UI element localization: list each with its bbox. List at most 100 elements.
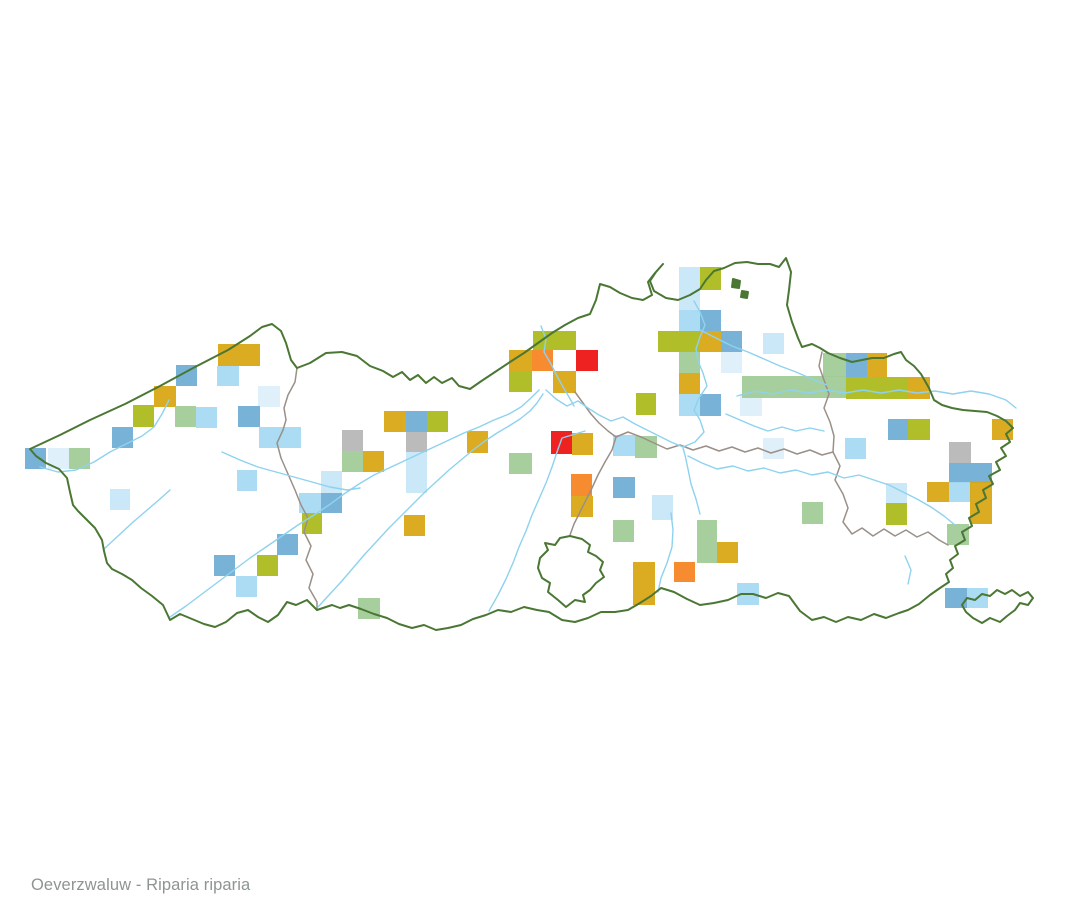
grid-square [196, 407, 217, 428]
grid-square [674, 562, 695, 582]
grid-square [237, 470, 257, 491]
grid-square [633, 562, 655, 583]
canal-bruges-ghent [221, 451, 361, 491]
grid-square [553, 331, 576, 350]
grid-square [740, 394, 762, 416]
grid-square [532, 350, 553, 371]
grid-square [802, 502, 823, 524]
grid-square [742, 376, 763, 398]
brussels-enclave-outline [537, 535, 605, 608]
grid-square [321, 471, 342, 493]
province-border-antwerp-limburg [818, 351, 949, 546]
grid-square [406, 411, 427, 432]
grid-square [652, 495, 673, 520]
grid-square [509, 371, 532, 392]
grid-square [613, 435, 635, 456]
grid-square [176, 365, 197, 386]
grid-square [949, 482, 971, 502]
river-jeker [904, 555, 912, 585]
grid-square [886, 503, 907, 525]
grid-square [110, 489, 130, 510]
grid-square [763, 376, 784, 398]
grid-square [868, 377, 888, 399]
grid-square [888, 377, 908, 399]
grid-square [679, 310, 700, 331]
river-dender [488, 430, 586, 612]
grid-square [700, 394, 721, 416]
grid-square [236, 576, 257, 597]
grid-square [342, 451, 363, 472]
grid-square [721, 352, 742, 373]
grid-square [888, 419, 908, 440]
grid-square [970, 503, 992, 524]
grid-square [239, 344, 260, 366]
river-nete [725, 413, 825, 432]
grid-square [949, 442, 971, 463]
canal-kempen [736, 389, 1017, 409]
grid-square [945, 588, 967, 608]
grid-square [214, 555, 235, 576]
voeren-exclave-outline [961, 589, 1034, 624]
grid-square [886, 483, 907, 503]
grid-square [867, 353, 887, 377]
grid-square [175, 406, 196, 427]
grid-square [845, 438, 866, 459]
grid-square [636, 393, 656, 415]
grid-square [112, 427, 133, 448]
grid-square [805, 376, 826, 398]
grid-square [700, 267, 721, 290]
grid-square [277, 534, 298, 555]
grid-square [509, 350, 532, 371]
grid-square [576, 350, 598, 371]
grid-square [25, 448, 46, 469]
grid-square [258, 386, 280, 407]
grid-square [846, 353, 867, 377]
grid-square [572, 433, 593, 455]
grid-square [342, 430, 363, 451]
grid-square [406, 432, 427, 452]
river-leie [169, 389, 540, 618]
grid-square [551, 431, 572, 454]
grid-square [48, 448, 69, 469]
grid-squares-layer [25, 267, 1013, 619]
grid-square [384, 411, 406, 432]
grid-square [679, 267, 700, 288]
grid-square [509, 453, 532, 474]
grid-square [679, 352, 700, 373]
flanders-outer-border [29, 257, 1014, 631]
grid-square [717, 542, 738, 563]
grid-square [633, 583, 655, 605]
grid-square [679, 288, 700, 310]
region-borders [29, 257, 1034, 631]
baarle-enclave-dots [731, 278, 749, 299]
grid-square [238, 406, 260, 427]
river-scheldt-lower [545, 300, 708, 448]
grid-square [970, 463, 992, 483]
grid-square [908, 377, 930, 399]
river-scheldt-upper [317, 393, 544, 608]
grid-square [613, 477, 635, 498]
province-borders [276, 351, 949, 611]
grid-square [947, 524, 969, 545]
grid-square [679, 331, 700, 352]
river-demer [687, 455, 956, 526]
canal-ieper [103, 489, 171, 550]
province-border-eastfl-brabant [569, 391, 617, 536]
grid-square [553, 371, 576, 393]
grid-square [697, 520, 717, 542]
grid-square [949, 463, 970, 483]
grid-square [927, 482, 949, 502]
canal-ghent-terneuzen [540, 325, 575, 407]
grid-square [700, 331, 721, 352]
river-zenne [657, 512, 674, 593]
grid-square [404, 515, 425, 536]
grid-square [784, 376, 805, 398]
grid-square [299, 493, 321, 513]
grid-square [154, 386, 176, 407]
rivers [39, 300, 1017, 618]
grid-square [257, 555, 278, 576]
province-border-westfl-eastfl [276, 367, 318, 611]
grid-square [908, 419, 930, 440]
grid-square [427, 411, 448, 432]
